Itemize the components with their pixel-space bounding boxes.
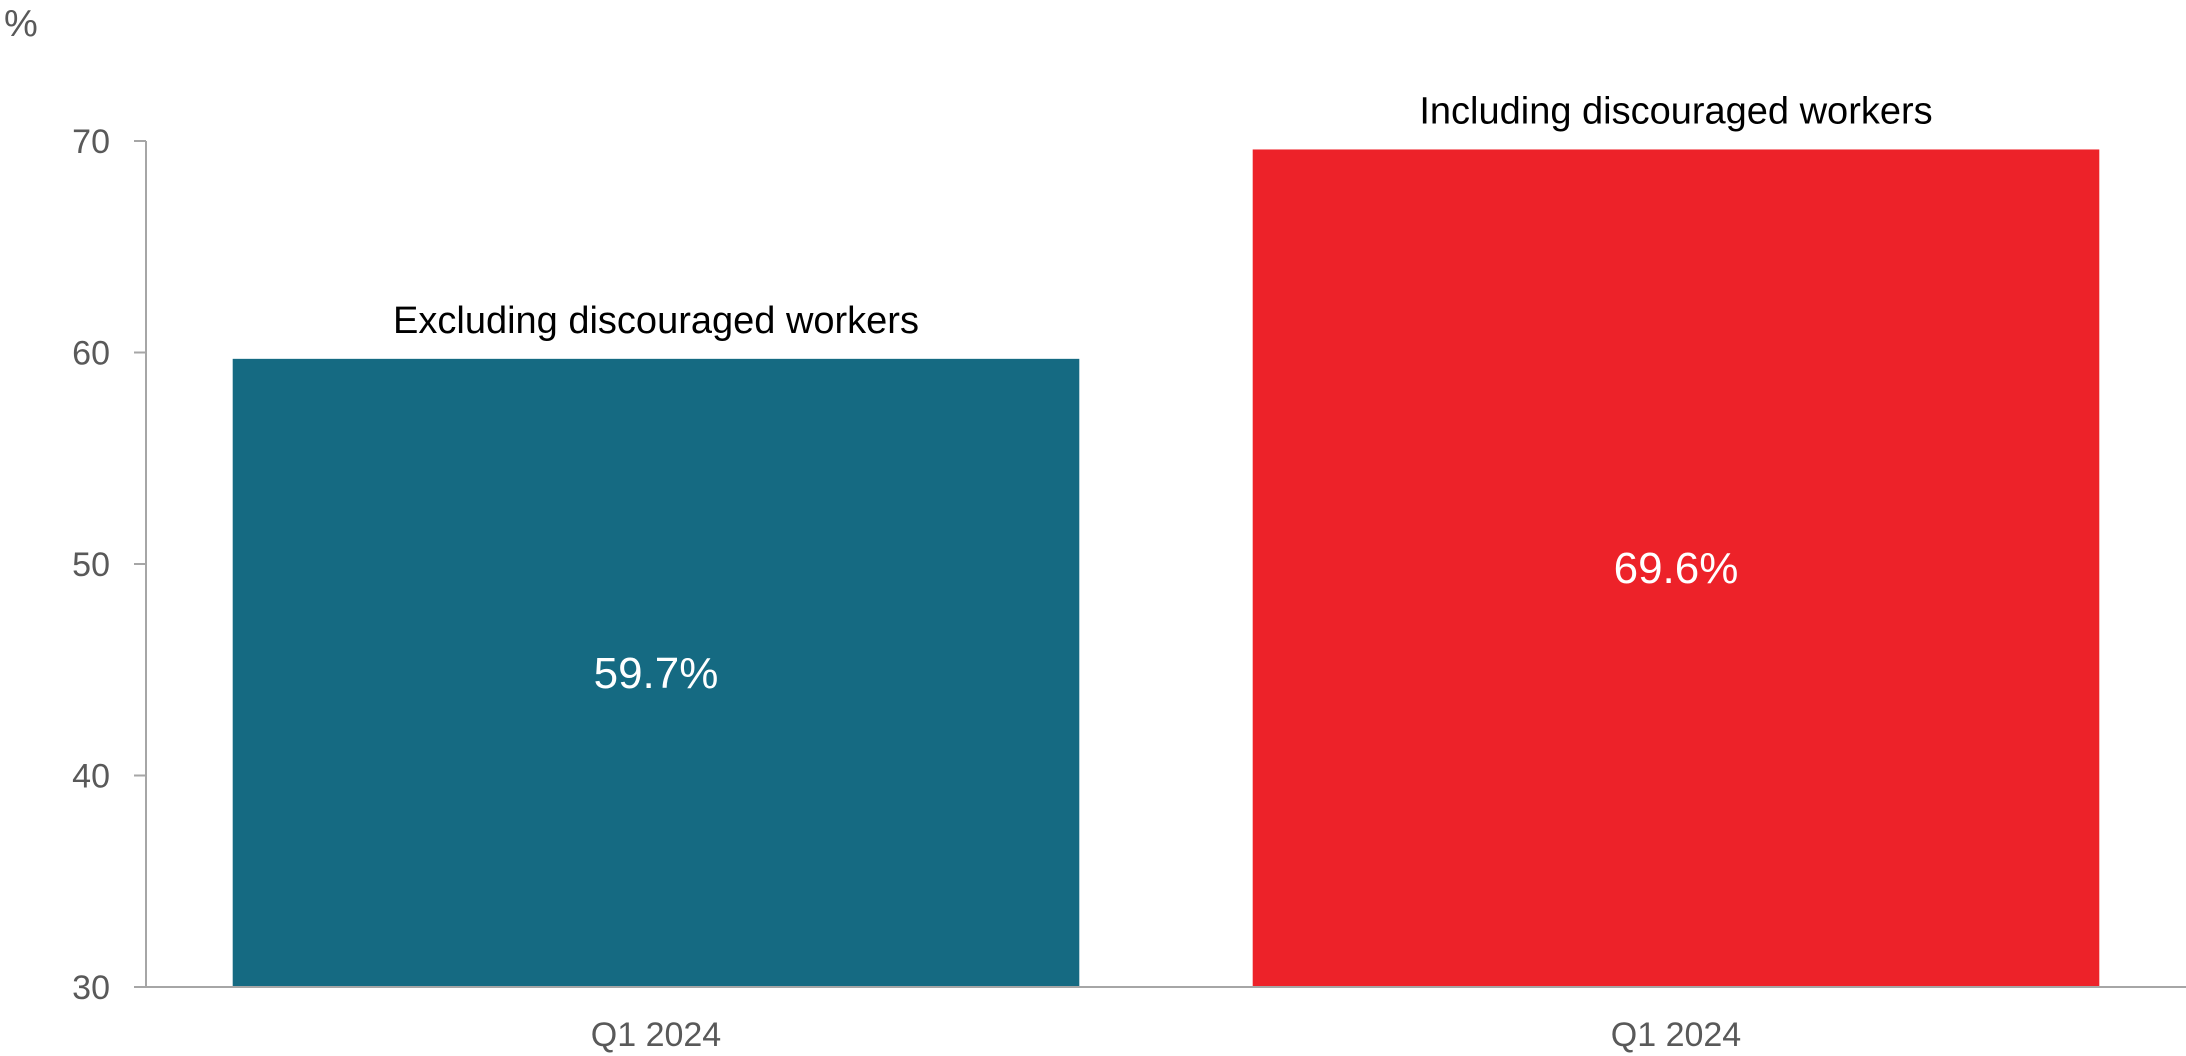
y-tick-label: 50 bbox=[72, 546, 110, 584]
y-tick-label: 60 bbox=[72, 335, 110, 373]
bars: Excluding discouraged workers 59.7% Includ… bbox=[232, 90, 2100, 988]
x-tick-label: Q1 2024 bbox=[1611, 1016, 1741, 1054]
y-tick-label: 30 bbox=[72, 969, 110, 1007]
y-tick-label: 70 bbox=[72, 123, 110, 161]
bar-value-label: 59.7% bbox=[594, 649, 719, 698]
bar bbox=[232, 358, 1080, 988]
y-axis: 30 40 50 60 70 bbox=[72, 123, 147, 1007]
bar-value-label: 69.6% bbox=[1614, 544, 1739, 593]
series-label: Including discouraged workers bbox=[1419, 90, 1932, 132]
y-axis-unit-label: % bbox=[4, 3, 38, 45]
x-axis: Q1 2024 Q1 2024 bbox=[146, 986, 2186, 1054]
series-label: Excluding discouraged workers bbox=[393, 300, 919, 342]
x-tick-label: Q1 2024 bbox=[591, 1016, 721, 1054]
bar bbox=[1252, 149, 2100, 987]
y-tick-label: 40 bbox=[72, 758, 110, 796]
